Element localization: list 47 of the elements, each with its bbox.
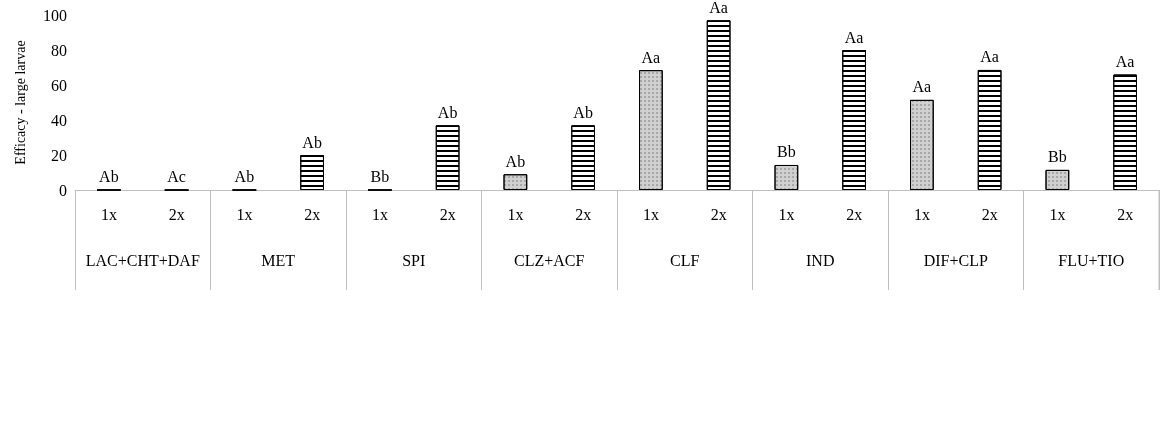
data-label: Ab: [234, 168, 255, 185]
y-tick-label: 40: [51, 111, 67, 129]
text: IND: [806, 251, 835, 269]
x-tick-label: 2x: [304, 205, 321, 223]
x-tick-label: 1x: [913, 205, 930, 223]
data-label: Aa: [1115, 53, 1135, 70]
y-axis-title: Efficacy - large larvae: [12, 40, 28, 165]
y-tick-label: 100: [43, 6, 67, 24]
x-tick-label: 2x: [981, 205, 998, 223]
text: CLZ+ACF: [514, 251, 585, 269]
data-label: Ab: [437, 103, 458, 121]
y-tick-label: 0: [59, 181, 67, 199]
x-tick-label: 1x: [642, 205, 659, 223]
text: DIF+CLP: [923, 251, 988, 269]
text: CLF: [670, 251, 700, 269]
x-tick-label: 2x: [710, 205, 727, 223]
x-tick-label: 1x: [507, 205, 524, 223]
data-label: Ab: [505, 152, 526, 170]
data-label: Ab: [302, 133, 322, 151]
x-tick-label: 1x: [1049, 205, 1066, 223]
text: SPI: [402, 251, 426, 269]
x-tick-label: 2x: [846, 205, 863, 223]
y-tick-label: 80: [51, 41, 67, 59]
data-label: Aa: [709, 0, 728, 16]
data-label: Bb: [370, 168, 390, 185]
data-label: Ab: [99, 168, 119, 185]
x-tick-label: 1x: [371, 205, 388, 223]
text: FLU+TIO: [1058, 251, 1125, 269]
x-tick-label: 2x: [168, 205, 185, 223]
x-tick-label: 1x: [236, 205, 253, 223]
data-label: Aa: [980, 48, 999, 66]
y-tick-label: 60: [51, 76, 67, 94]
data-label: Ac: [167, 168, 186, 185]
text: LAC+CHT+DAF: [85, 251, 200, 269]
data-label: Aa: [641, 48, 661, 66]
x-tick-label: 2x: [1117, 205, 1134, 223]
data-label: Bb: [1048, 148, 1067, 166]
data-label: Aa: [844, 28, 864, 46]
x-tick-label: 2x: [575, 205, 592, 223]
x-tick-label: 1x: [100, 205, 117, 223]
x-tick-label: 1x: [778, 205, 795, 223]
text: MET: [261, 251, 296, 269]
data-label: Bb: [777, 143, 796, 161]
y-tick-label: 20: [51, 146, 67, 164]
x-tick-label: 2x: [439, 205, 456, 223]
data-label: Aa: [912, 78, 932, 96]
data-label: Ab: [573, 103, 593, 121]
